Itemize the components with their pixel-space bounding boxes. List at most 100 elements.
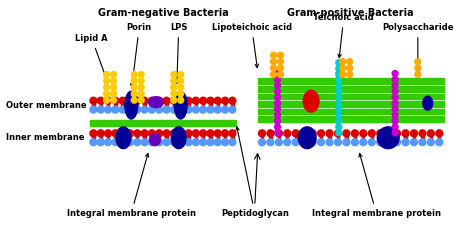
Circle shape <box>185 106 192 113</box>
Circle shape <box>214 139 221 146</box>
Circle shape <box>148 139 155 146</box>
Circle shape <box>377 130 383 137</box>
Circle shape <box>392 112 398 118</box>
Text: Gram-negative Bacteria: Gram-negative Bacteria <box>98 8 228 18</box>
Circle shape <box>192 139 199 146</box>
Ellipse shape <box>298 127 316 149</box>
Circle shape <box>134 97 141 104</box>
Circle shape <box>326 130 333 137</box>
Circle shape <box>392 130 398 136</box>
Bar <box>92 101 95 110</box>
Circle shape <box>200 130 207 137</box>
Circle shape <box>178 97 185 104</box>
Circle shape <box>274 106 281 112</box>
Circle shape <box>392 82 398 88</box>
Bar <box>396 133 398 142</box>
Bar <box>217 133 219 142</box>
Circle shape <box>377 139 383 146</box>
Text: Polysaccharide: Polysaccharide <box>382 23 454 64</box>
Circle shape <box>178 97 183 103</box>
Circle shape <box>156 130 163 137</box>
Circle shape <box>309 130 316 137</box>
Text: Teichoic acid: Teichoic acid <box>313 13 374 58</box>
Circle shape <box>392 76 398 82</box>
Circle shape <box>178 78 183 84</box>
Circle shape <box>134 139 141 146</box>
Bar <box>121 133 124 142</box>
Circle shape <box>192 97 199 104</box>
Circle shape <box>207 139 214 146</box>
Circle shape <box>368 130 375 137</box>
Ellipse shape <box>171 127 186 149</box>
Circle shape <box>274 112 281 118</box>
Circle shape <box>410 139 418 146</box>
Bar <box>320 133 322 142</box>
Circle shape <box>258 139 265 146</box>
Circle shape <box>277 65 283 71</box>
Circle shape <box>346 71 353 78</box>
Bar <box>144 101 146 110</box>
Circle shape <box>284 130 291 137</box>
Bar <box>429 133 432 142</box>
Circle shape <box>131 84 137 90</box>
Circle shape <box>104 91 109 97</box>
Circle shape <box>178 139 185 146</box>
Bar <box>231 101 234 110</box>
Circle shape <box>392 100 398 106</box>
Bar <box>173 101 175 110</box>
Bar <box>261 133 263 142</box>
Circle shape <box>336 94 342 100</box>
Bar <box>90 120 236 126</box>
Ellipse shape <box>377 127 399 149</box>
Circle shape <box>141 106 148 113</box>
Circle shape <box>336 130 342 136</box>
Bar <box>258 86 444 92</box>
Circle shape <box>336 66 342 71</box>
Text: Inner membrane: Inner membrane <box>6 133 84 142</box>
Circle shape <box>360 139 367 146</box>
Circle shape <box>428 139 434 146</box>
Ellipse shape <box>174 91 187 119</box>
Circle shape <box>301 130 308 137</box>
Circle shape <box>110 78 117 84</box>
Circle shape <box>271 71 276 78</box>
Circle shape <box>97 130 104 137</box>
Circle shape <box>214 97 221 104</box>
Circle shape <box>170 130 177 137</box>
Circle shape <box>131 71 137 78</box>
Circle shape <box>156 139 163 146</box>
Circle shape <box>326 139 333 146</box>
Circle shape <box>336 112 342 118</box>
Circle shape <box>200 97 207 104</box>
Bar <box>337 133 339 142</box>
Bar <box>371 133 373 142</box>
Bar <box>269 133 272 142</box>
Circle shape <box>112 130 119 137</box>
Bar <box>100 101 102 110</box>
Circle shape <box>335 139 341 146</box>
Ellipse shape <box>125 91 137 119</box>
Circle shape <box>185 139 192 146</box>
Bar <box>195 133 197 142</box>
Circle shape <box>292 130 299 137</box>
Circle shape <box>170 139 177 146</box>
Bar <box>217 101 219 110</box>
Bar <box>165 101 168 110</box>
Circle shape <box>351 130 358 137</box>
Circle shape <box>138 78 144 84</box>
Bar <box>278 133 280 142</box>
Bar <box>379 133 382 142</box>
Circle shape <box>138 91 144 97</box>
Circle shape <box>200 139 207 146</box>
Circle shape <box>267 139 274 146</box>
Bar <box>294 133 297 142</box>
Circle shape <box>163 139 170 146</box>
Circle shape <box>148 106 155 113</box>
Circle shape <box>221 106 228 113</box>
Circle shape <box>90 139 97 146</box>
Circle shape <box>134 130 141 137</box>
Bar <box>224 101 226 110</box>
Bar <box>107 101 109 110</box>
Circle shape <box>274 82 281 88</box>
Ellipse shape <box>149 134 160 146</box>
